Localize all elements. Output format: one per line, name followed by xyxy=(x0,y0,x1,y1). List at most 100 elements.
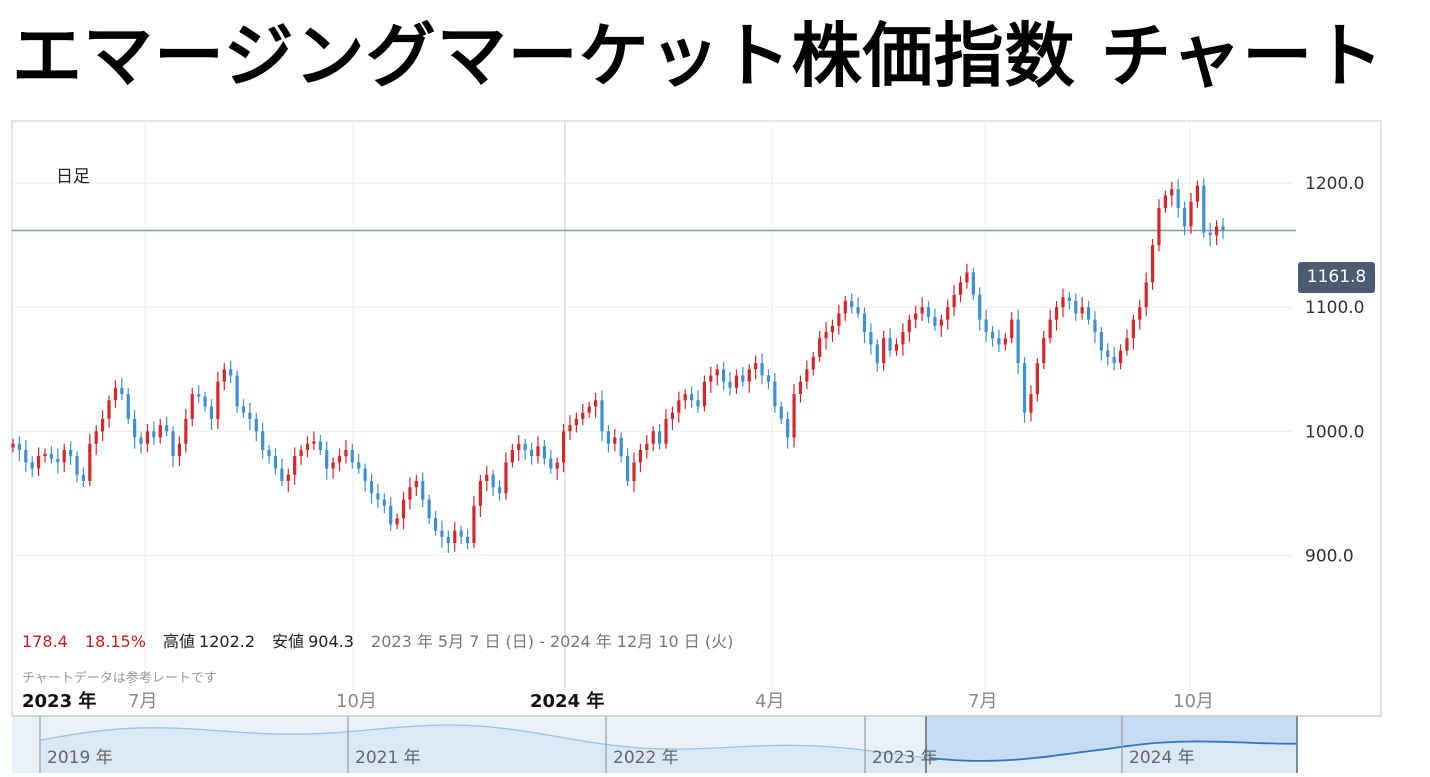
candle-body xyxy=(1080,307,1084,314)
candle-body xyxy=(933,317,937,326)
candle-body xyxy=(760,363,764,376)
candle-body xyxy=(158,425,162,438)
candle-body xyxy=(632,462,636,481)
candle-body xyxy=(754,363,758,370)
candle-body xyxy=(882,338,886,364)
candle-body xyxy=(88,443,92,481)
candle-body xyxy=(286,474,290,481)
candle-body xyxy=(958,282,963,295)
candle-body xyxy=(17,443,22,450)
candle-body xyxy=(267,449,271,457)
change-percent: 18.15% xyxy=(84,632,146,651)
candle-body xyxy=(830,325,835,333)
navigator-year-label: 2023 年 xyxy=(872,748,938,768)
candle-body xyxy=(997,338,1001,345)
change-value: 178.4 xyxy=(22,632,68,651)
candle-body xyxy=(894,344,899,351)
x-axis-label: 4月 xyxy=(755,691,784,712)
candle-body xyxy=(593,400,598,407)
candle-body xyxy=(542,446,546,459)
navigator-year-label: 2019 年 xyxy=(47,748,113,768)
candle-body xyxy=(677,400,681,413)
candle-body xyxy=(990,332,995,339)
candle-body xyxy=(901,332,905,345)
candle-body xyxy=(1221,226,1225,231)
candle-body xyxy=(734,375,739,388)
candle-body xyxy=(1112,356,1116,364)
candle-body xyxy=(523,443,527,450)
candle-body xyxy=(664,418,668,444)
candle-body xyxy=(37,456,41,469)
candle-body xyxy=(453,530,457,544)
candle-body xyxy=(376,493,380,500)
candle-body xyxy=(529,449,534,457)
candle-body xyxy=(978,294,982,320)
candle-body xyxy=(728,381,732,388)
candle-body xyxy=(318,441,322,450)
candle-body xyxy=(440,530,444,537)
candle-body xyxy=(299,449,303,457)
candle-body xyxy=(606,431,610,444)
x-axis-label: 7月 xyxy=(128,691,157,712)
candle-body xyxy=(907,319,911,333)
candle-body xyxy=(811,356,815,370)
candle-body xyxy=(1061,297,1065,308)
candle-body xyxy=(350,449,354,463)
page-title: エマージングマーケット株価指数 チャート xyxy=(12,15,1385,97)
candle-body xyxy=(965,272,969,283)
candle-body xyxy=(690,394,694,401)
y-tick-label: 1100.0 xyxy=(1305,298,1364,318)
candle-body xyxy=(1099,332,1103,351)
candle-body xyxy=(120,387,124,395)
candle-body xyxy=(581,412,585,419)
candle-body xyxy=(401,499,406,519)
candle-body xyxy=(177,443,182,457)
candle-body xyxy=(337,456,342,463)
candle-body xyxy=(344,449,348,457)
candle-body xyxy=(216,381,220,419)
candle-body xyxy=(254,418,258,432)
candle-body xyxy=(722,369,726,382)
candle-body xyxy=(485,474,489,481)
candle-body xyxy=(1042,338,1046,364)
candle-body xyxy=(459,530,463,537)
candle-body xyxy=(11,443,15,448)
low-value: 904.3 xyxy=(308,632,354,651)
candle-body xyxy=(62,449,66,463)
candles xyxy=(11,178,1225,553)
candle-body xyxy=(94,431,98,444)
candle-body xyxy=(312,441,316,444)
y-tick-label: 1000.0 xyxy=(1305,422,1364,442)
candle-body xyxy=(1106,350,1110,357)
navigator-year-label: 2021 年 xyxy=(355,748,421,768)
candle-body xyxy=(357,462,361,469)
candle-body xyxy=(766,375,771,382)
candle-body xyxy=(805,369,809,382)
candle-body xyxy=(536,446,540,457)
candle-body xyxy=(222,369,226,382)
candle-body xyxy=(626,456,630,481)
candle-body xyxy=(229,369,233,376)
candle-body xyxy=(568,425,572,432)
candle-body xyxy=(414,480,418,488)
candle-body xyxy=(248,412,252,419)
candle-body xyxy=(869,332,873,345)
candle-body xyxy=(715,369,719,376)
date-range: 2023 年 5月 7 日 (日) - 2024 年 12月 10 日 (火) xyxy=(371,632,734,651)
candle-body xyxy=(133,418,137,438)
candle-body xyxy=(331,462,335,469)
candle-body xyxy=(1189,201,1193,227)
candle-body xyxy=(1016,319,1020,364)
candle-body xyxy=(49,453,54,459)
candle-body xyxy=(190,394,194,419)
candle-body xyxy=(369,480,374,494)
candle-body xyxy=(305,443,310,450)
candle-body xyxy=(69,449,73,457)
stats-row: 178.4 18.15% 高値 1202.2 安値 904.3 2023 年 5月 … xyxy=(22,628,745,652)
candle-body xyxy=(779,406,783,419)
candle-body xyxy=(696,400,700,407)
candle-body xyxy=(862,313,867,333)
x-axis-label: 2023 年 xyxy=(22,690,96,712)
